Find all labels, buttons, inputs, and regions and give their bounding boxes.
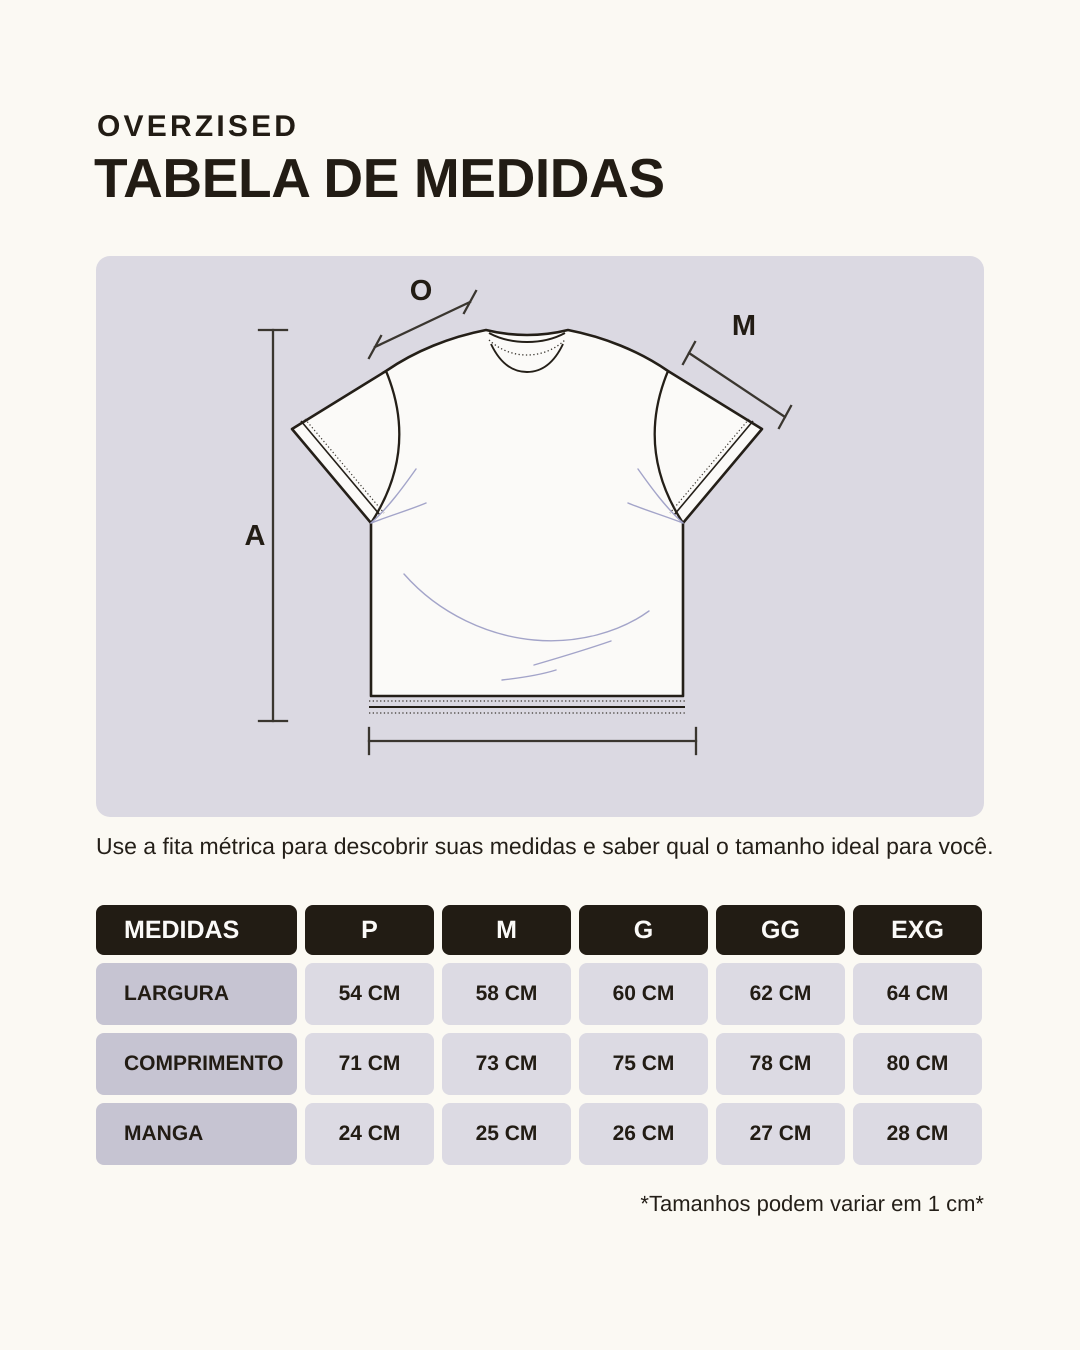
svg-text:O: O	[410, 275, 433, 307]
svg-text:M: M	[732, 310, 756, 342]
svg-text:A: A	[245, 520, 266, 552]
